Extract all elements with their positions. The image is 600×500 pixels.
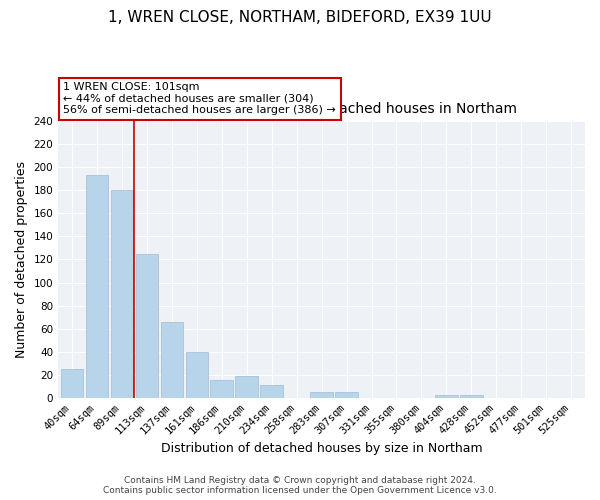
Bar [86,175,108,398]
Bar [435,394,458,398]
Bar [335,392,358,398]
Title: Size of property relative to detached houses in Northam: Size of property relative to detached ho… [126,102,517,116]
Text: 1, WREN CLOSE, NORTHAM, BIDEFORD, EX39 1UU: 1, WREN CLOSE, NORTHAM, BIDEFORD, EX39 1… [108,10,492,25]
Bar [136,254,158,398]
Bar [211,380,233,398]
Text: Contains HM Land Registry data © Crown copyright and database right 2024.
Contai: Contains HM Land Registry data © Crown c… [103,476,497,495]
Bar [61,369,83,398]
Bar [235,376,258,398]
Bar [310,392,333,398]
Bar [460,394,482,398]
X-axis label: Distribution of detached houses by size in Northam: Distribution of detached houses by size … [161,442,482,455]
Bar [161,322,183,398]
Text: 1 WREN CLOSE: 101sqm
← 44% of detached houses are smaller (304)
56% of semi-deta: 1 WREN CLOSE: 101sqm ← 44% of detached h… [64,82,336,116]
Y-axis label: Number of detached properties: Number of detached properties [15,161,28,358]
Bar [110,190,133,398]
Bar [185,352,208,398]
Bar [260,386,283,398]
